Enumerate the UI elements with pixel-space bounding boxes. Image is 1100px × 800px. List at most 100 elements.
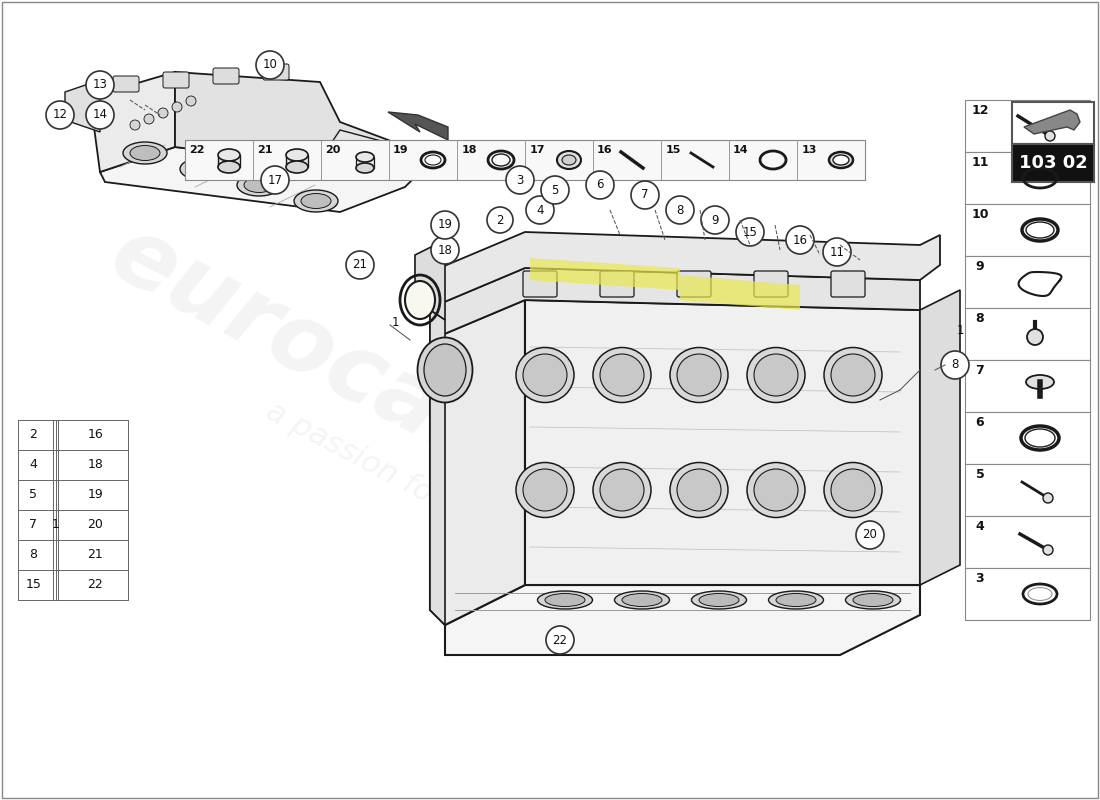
FancyBboxPatch shape	[676, 271, 711, 297]
Text: 5: 5	[976, 469, 984, 482]
Ellipse shape	[852, 594, 893, 606]
Text: 9: 9	[976, 261, 984, 274]
Text: 15: 15	[666, 145, 681, 155]
Ellipse shape	[747, 347, 805, 402]
Text: 12: 12	[53, 109, 67, 122]
Polygon shape	[965, 256, 1090, 308]
Ellipse shape	[600, 469, 643, 511]
Text: 5: 5	[551, 183, 559, 197]
Text: 6: 6	[976, 417, 984, 430]
FancyBboxPatch shape	[263, 64, 289, 80]
FancyBboxPatch shape	[830, 271, 865, 297]
Circle shape	[172, 102, 182, 112]
Polygon shape	[430, 300, 525, 625]
Ellipse shape	[218, 161, 240, 173]
Polygon shape	[1012, 144, 1094, 182]
Ellipse shape	[1026, 222, 1054, 238]
Ellipse shape	[522, 354, 566, 396]
Circle shape	[130, 120, 140, 130]
Text: 15: 15	[742, 226, 758, 238]
Ellipse shape	[244, 178, 274, 193]
Text: 14: 14	[92, 109, 108, 122]
Text: 11: 11	[971, 157, 989, 170]
Ellipse shape	[180, 158, 224, 180]
Text: 1: 1	[956, 323, 964, 337]
Ellipse shape	[615, 591, 670, 609]
Ellipse shape	[294, 190, 338, 212]
Polygon shape	[965, 152, 1090, 204]
Circle shape	[86, 101, 114, 129]
Ellipse shape	[670, 462, 728, 518]
Polygon shape	[430, 268, 920, 340]
Polygon shape	[90, 72, 175, 172]
Ellipse shape	[1028, 587, 1052, 601]
FancyBboxPatch shape	[600, 271, 634, 297]
Text: 22: 22	[88, 578, 103, 591]
Ellipse shape	[676, 469, 720, 511]
Text: 14: 14	[734, 145, 749, 155]
Text: 1: 1	[52, 518, 59, 531]
Text: 8: 8	[676, 203, 684, 217]
Polygon shape	[965, 204, 1090, 256]
Ellipse shape	[769, 591, 824, 609]
Text: 12: 12	[971, 105, 989, 118]
Text: 20: 20	[326, 145, 341, 155]
Polygon shape	[965, 100, 1090, 152]
Text: 17: 17	[529, 145, 544, 155]
Circle shape	[186, 96, 196, 106]
Text: 22: 22	[189, 145, 205, 155]
Ellipse shape	[824, 347, 882, 402]
Text: 13: 13	[801, 145, 816, 155]
Ellipse shape	[356, 152, 374, 162]
Circle shape	[1043, 545, 1053, 555]
Ellipse shape	[130, 146, 159, 161]
Circle shape	[256, 51, 284, 79]
Ellipse shape	[522, 469, 566, 511]
Text: 15: 15	[25, 578, 42, 591]
Text: 16: 16	[597, 145, 613, 155]
Ellipse shape	[516, 347, 574, 402]
Polygon shape	[320, 130, 415, 180]
Circle shape	[541, 176, 569, 204]
Ellipse shape	[187, 162, 217, 177]
Circle shape	[823, 238, 851, 266]
Text: 11: 11	[829, 246, 845, 258]
Polygon shape	[965, 360, 1090, 412]
Circle shape	[431, 236, 459, 264]
Ellipse shape	[557, 151, 581, 169]
Ellipse shape	[829, 152, 852, 168]
Text: 2: 2	[30, 429, 37, 442]
Ellipse shape	[846, 591, 901, 609]
Polygon shape	[446, 585, 920, 655]
FancyBboxPatch shape	[213, 68, 239, 84]
Polygon shape	[185, 140, 865, 180]
Text: 4: 4	[537, 203, 543, 217]
Ellipse shape	[676, 354, 720, 396]
Ellipse shape	[123, 142, 167, 164]
Text: 19: 19	[393, 145, 409, 155]
Polygon shape	[65, 80, 100, 132]
Text: 6: 6	[596, 178, 604, 191]
Circle shape	[158, 108, 168, 118]
Text: 8: 8	[952, 358, 959, 371]
Polygon shape	[965, 308, 1090, 360]
Text: 17: 17	[267, 174, 283, 186]
FancyBboxPatch shape	[163, 72, 189, 88]
Circle shape	[586, 171, 614, 199]
Circle shape	[506, 166, 534, 194]
Polygon shape	[965, 412, 1090, 464]
Polygon shape	[680, 275, 800, 310]
Circle shape	[86, 71, 114, 99]
Circle shape	[431, 211, 459, 239]
Text: 21: 21	[88, 549, 103, 562]
Ellipse shape	[1025, 429, 1055, 447]
Circle shape	[701, 206, 729, 234]
Ellipse shape	[1026, 375, 1054, 389]
Ellipse shape	[692, 591, 747, 609]
Polygon shape	[965, 516, 1090, 568]
Ellipse shape	[544, 594, 585, 606]
Ellipse shape	[516, 462, 574, 518]
Text: 7: 7	[30, 518, 37, 531]
Ellipse shape	[418, 338, 473, 402]
Text: 10: 10	[971, 209, 989, 222]
